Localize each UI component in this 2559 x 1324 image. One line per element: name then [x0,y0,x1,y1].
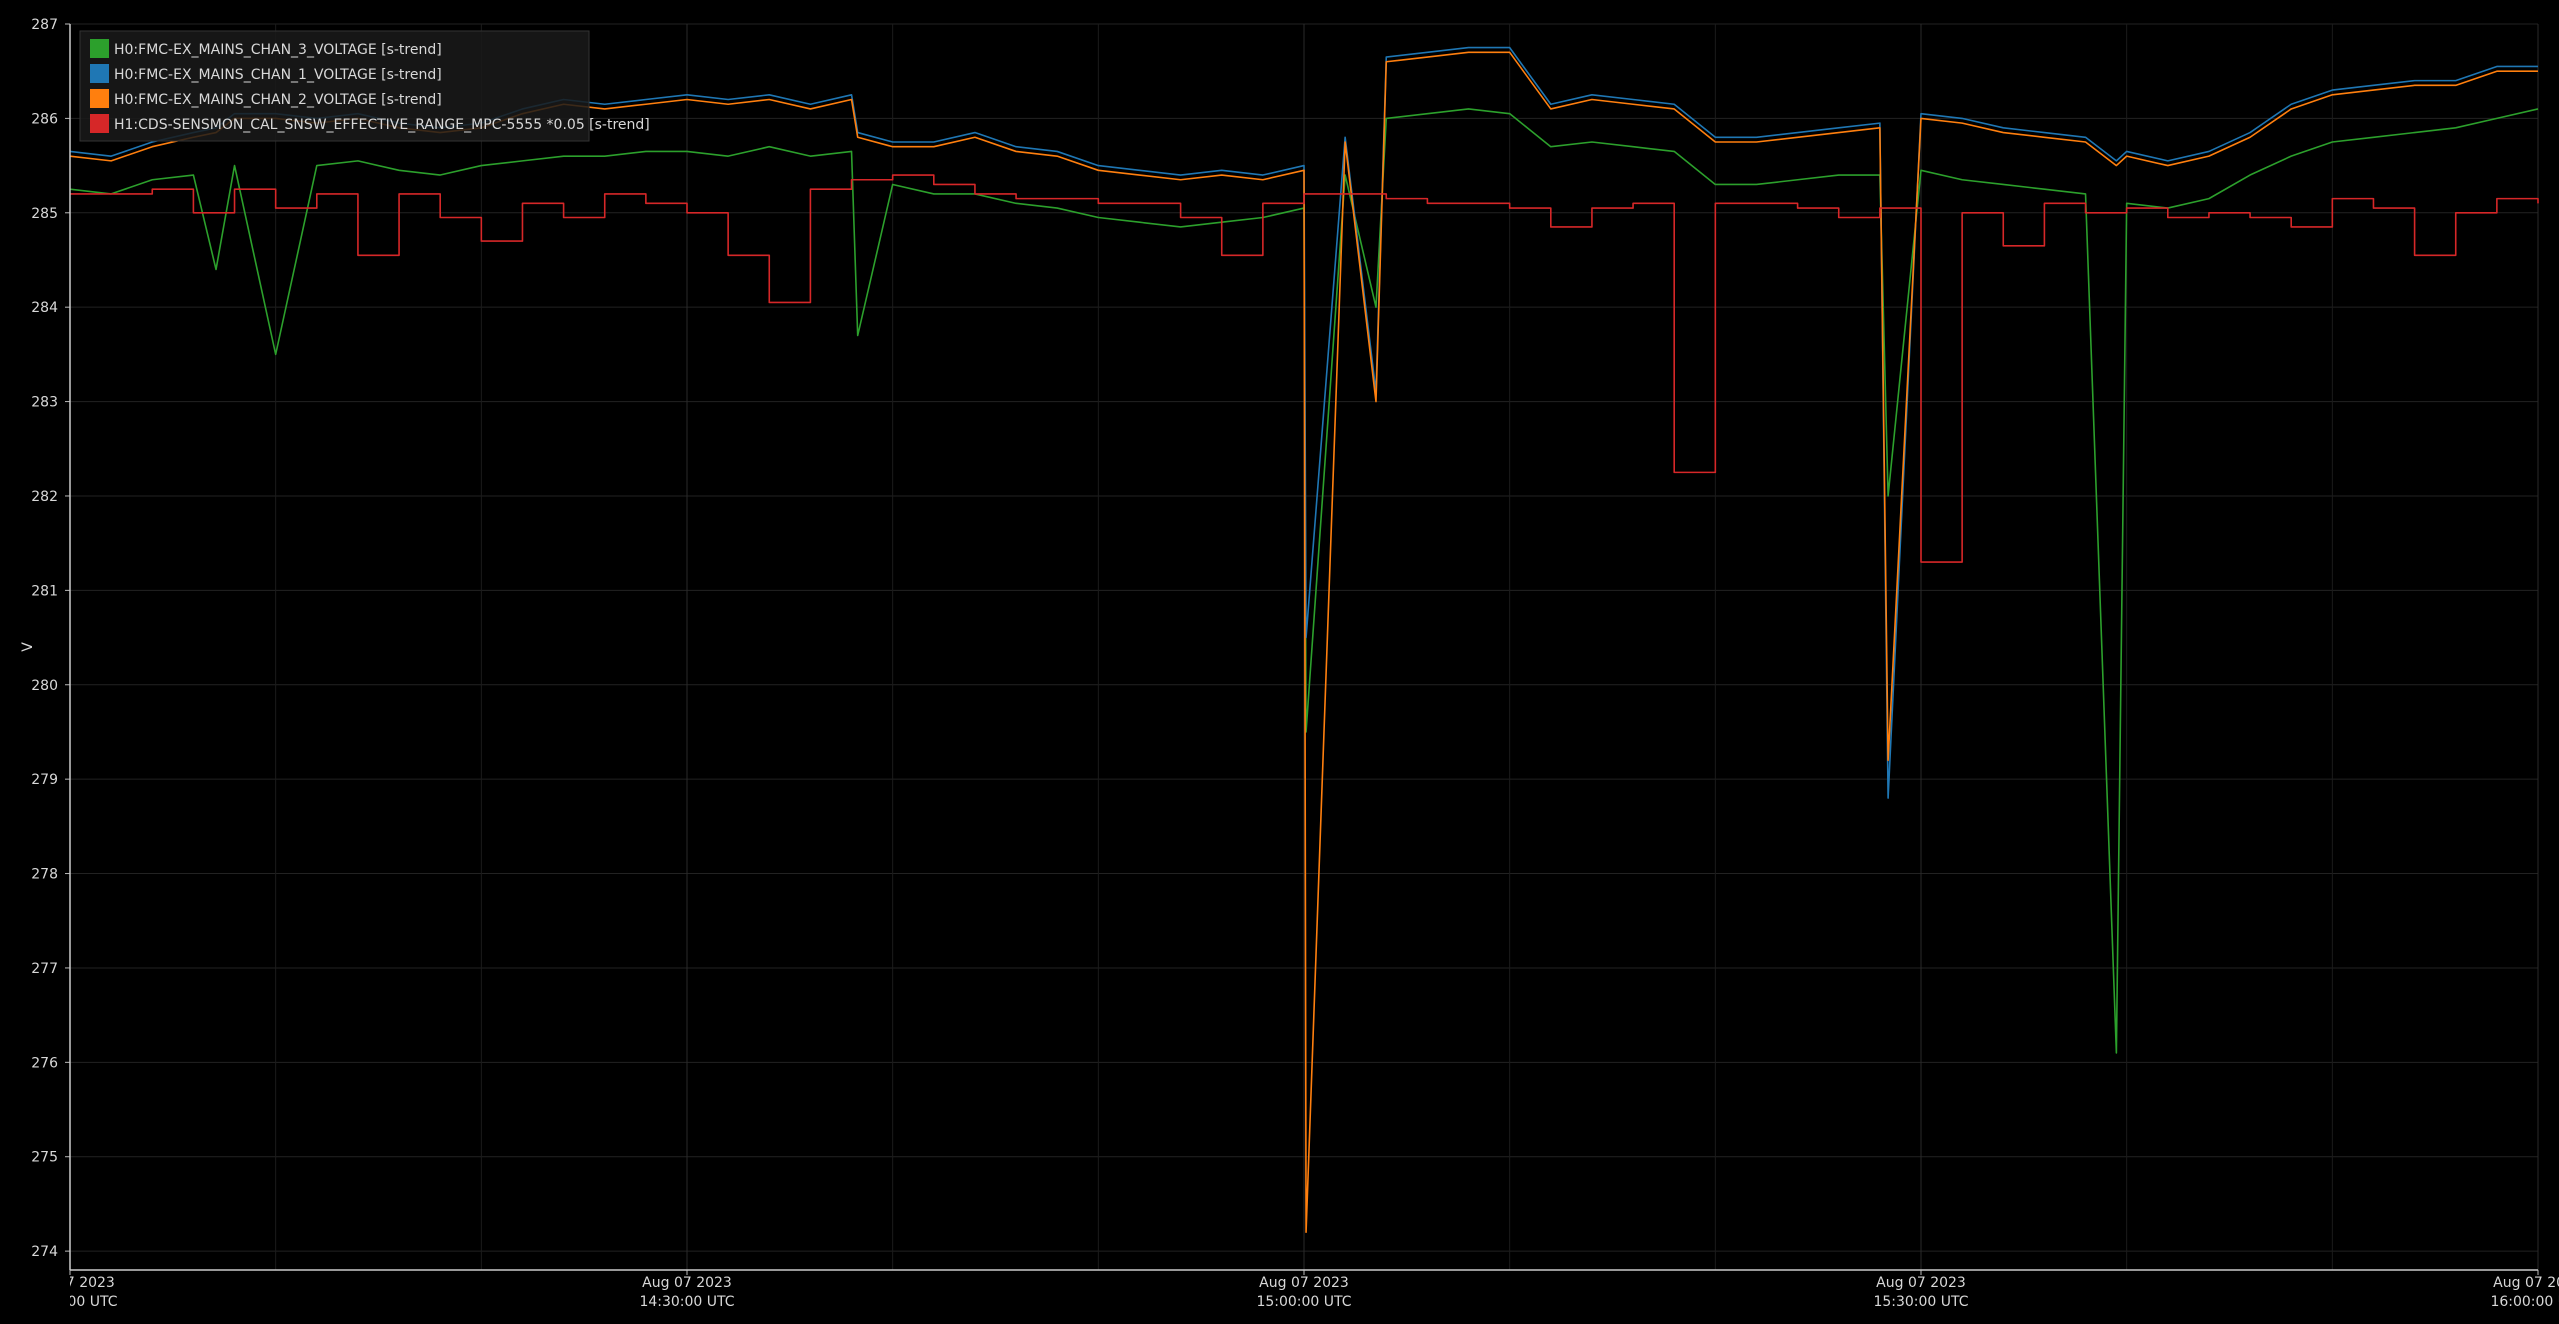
y-axis-label: V [20,642,36,652]
series-line [70,108,2539,1054]
y-tick-label: 284 [31,300,58,316]
x-tick-label: Aug 07 2023 [642,1275,732,1291]
legend-swatch [90,39,109,58]
series-line [70,174,2539,563]
y-tick-label: 274 [31,1244,58,1260]
legend-box [79,30,590,142]
legend: H0:FMC-EX_MAINS_CHAN_3_VOLTAGE [s-trend]… [79,30,650,142]
x-tick-label: Aug 07 2023 [2493,1275,2559,1291]
x-tick-label: Aug 07 2023 [1876,1275,1966,1291]
y-tick-label: 277 [31,961,58,977]
y-tick-label: 283 [31,395,58,411]
y-tick-label: 282 [31,489,58,505]
legend-swatch [90,64,109,83]
legend-swatch [90,89,109,108]
x-tick-label: 14:00:00 UTC [22,1294,117,1310]
x-tick-label: 15:30:00 UTC [1873,1294,1968,1310]
x-tick-label: 16:00:00 UTC [2490,1294,2559,1310]
x-tick-label: 15:00:00 UTC [1256,1294,1351,1310]
y-tick-label: 278 [31,867,58,883]
legend-label: H0:FMC-EX_MAINS_CHAN_3_VOLTAGE [s-trend] [114,42,442,58]
y-tick-label: 276 [31,1055,58,1071]
legend-swatch [90,114,109,133]
y-tick-label: 281 [31,583,58,599]
x-tick-label: Aug 07 2023 [25,1275,115,1291]
x-tick-label: Aug 07 2023 [1259,1275,1349,1291]
y-tick-label: 280 [31,678,58,694]
legend-label: H0:FMC-EX_MAINS_CHAN_1_VOLTAGE [s-trend] [114,67,442,83]
axes: 274 275 276 277 278 279 280 281 282 283 284 285 286 2… [31,17,2539,1275]
x-axis-labels: Aug 07 2023 14:00:00 UTC Aug 07 2023 14:30:… [22,1275,2559,1310]
legend-label: H1:CDS-SENSMON_CAL_SNSW_EFFECTIVE_RANGE_… [114,117,650,133]
y-tick-label: 279 [31,772,58,788]
y-tick-label: 286 [31,111,58,127]
legend-label: H0:FMC-EX_MAINS_CHAN_2_VOLTAGE [s-trend] [114,92,442,108]
y-tick-label: 275 [31,1150,58,1166]
y-tick-label: 285 [31,206,58,222]
y-tick-label: 287 [31,17,58,33]
x-tick-label: 14:30:00 UTC [639,1294,734,1310]
